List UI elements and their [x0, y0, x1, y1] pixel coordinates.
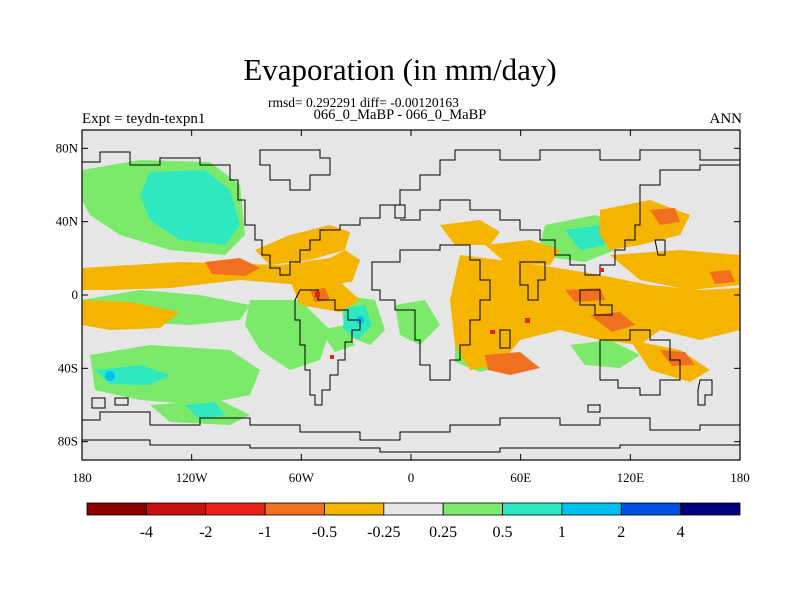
coastlines — [82, 149, 740, 453]
lon-tick-label: 0 — [408, 470, 415, 485]
colorbar-swatch — [620, 502, 682, 516]
south-pacific-cyan — [95, 365, 170, 385]
japan-coast — [654, 239, 666, 256]
map-title: Evaporation (in mm/day) — [243, 52, 557, 87]
stats-subtitle: rmsd= 0.292291 diff= -0.00120163 — [268, 95, 459, 110]
map-panel — [82, 130, 740, 460]
colorbar-swatch — [442, 502, 503, 516]
north-atlantic-orange — [255, 225, 350, 265]
antarctica-coast — [82, 411, 740, 441]
subtropical-pacific-orange — [610, 250, 740, 290]
colorbar-swatch — [383, 502, 444, 516]
colorbar-swatch — [145, 502, 207, 516]
colorbar-label: 2 — [617, 524, 625, 541]
lon-tick-label: 60E — [510, 470, 531, 485]
colorbar-label: -0.25 — [367, 524, 400, 541]
colorbar-label: -4 — [140, 524, 153, 541]
colorbar-label: -2 — [199, 524, 212, 541]
central-green — [320, 325, 355, 352]
indian-dark-orange — [485, 352, 540, 375]
antarctica-inner — [82, 439, 740, 453]
eurasia-coast — [400, 164, 740, 276]
north-america-coast — [82, 149, 740, 276]
colorbar-swatch — [502, 502, 563, 516]
new-zealand-coast — [697, 379, 713, 406]
colorbar-swatch — [680, 502, 741, 516]
australia-green — [570, 340, 640, 368]
colorbar-swatch — [264, 502, 325, 516]
uk-coast — [394, 204, 406, 219]
cases-subtitle: 066_0_MaBP - 066_0_MaBP — [313, 107, 487, 123]
pacific-blue-spot — [105, 371, 115, 381]
southwest-dark-orange — [660, 350, 695, 366]
west-pacific-orange — [700, 300, 740, 320]
colorbar-label: 0.5 — [493, 524, 513, 541]
lat-tick-label: 0 — [72, 287, 79, 302]
colorbar-swatch — [86, 502, 147, 516]
eastern-dark-orange — [710, 270, 735, 284]
south-america-coast — [294, 289, 361, 406]
colorbar-label: 0.25 — [429, 524, 457, 541]
australia-coast — [599, 329, 681, 396]
lon-tick-label: 120W — [176, 470, 209, 485]
lon-tick-label: 180 — [72, 470, 92, 485]
latitude-axis: 80N 40N 0 40S 80S — [56, 140, 740, 449]
greenland-coast — [259, 149, 331, 191]
lat-tick-label: 40N — [56, 214, 79, 229]
africa-green — [395, 300, 440, 345]
season-label: ANN — [709, 111, 743, 127]
scattered-specks — [315, 268, 604, 359]
lon-tick-label: 120E — [617, 470, 645, 485]
colorbar-label: 4 — [677, 524, 685, 541]
east-asia-dark-orange — [565, 288, 605, 302]
pacific-dark-orange — [205, 258, 260, 276]
north-pacific-cyan — [140, 170, 240, 245]
lon-tick-label: 60W — [289, 470, 315, 485]
southern-islands — [91, 397, 601, 413]
australia-dark-orange — [590, 312, 635, 332]
south-pacific-lower-green — [90, 345, 260, 405]
colorbar-swatch — [324, 502, 385, 516]
india-coast — [519, 261, 546, 301]
lon-tick-label: 180 — [730, 470, 750, 485]
southern-cyan — [185, 402, 225, 420]
strong-negative-fields — [205, 208, 735, 375]
mediterranean-orange — [440, 220, 500, 245]
lat-tick-label: 80S — [58, 434, 78, 449]
colorbar-swatch — [561, 502, 622, 516]
lat-tick-label: 80N — [56, 140, 79, 155]
southeast-asia-coast — [579, 289, 613, 316]
east-asia-orange — [485, 240, 560, 265]
experiment-label: Expt = teydn-texpn1 — [82, 111, 206, 127]
colorbar-label: 1 — [558, 524, 566, 541]
longitude-axis: 180 120W 60W 0 60E 120E 180 — [72, 130, 750, 485]
colorbar-label: -1 — [258, 524, 271, 541]
colorbar: -4 -2 -1 -0.5 -0.25 0.25 0.5 1 2 4 — [86, 502, 741, 541]
colorbar-label: -0.5 — [312, 524, 337, 541]
asia-cyan — [565, 225, 605, 250]
africa-coast — [371, 244, 491, 381]
madagascar-coast — [499, 329, 511, 349]
colorbar-swatch — [205, 502, 266, 516]
north-pacific-dark-orange — [650, 208, 680, 225]
southeast-pacific-green — [245, 300, 330, 370]
lat-tick-label: 40S — [58, 360, 78, 375]
south-pacific-orange — [82, 300, 180, 330]
